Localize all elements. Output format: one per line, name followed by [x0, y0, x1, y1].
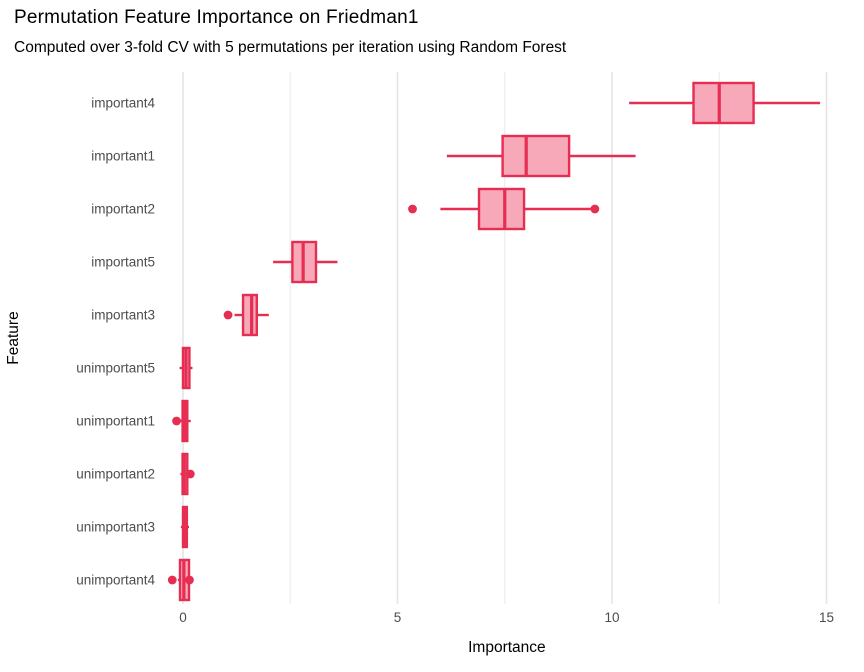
boxplot-unimportant2 [180, 452, 195, 496]
y-category-label: unimportant2 [76, 467, 155, 482]
iqr-box [477, 187, 526, 231]
x-tick-label: 5 [394, 610, 402, 625]
y-category-label: unimportant1 [76, 414, 155, 429]
boxplot-unimportant4 [167, 558, 194, 602]
x-tick-label: 10 [604, 610, 619, 625]
chart-subtitle: Computed over 3-fold CV with 5 permutati… [14, 39, 567, 56]
y-category-label: important3 [91, 308, 155, 323]
y-category-label: important1 [91, 149, 155, 164]
outlier-dot [167, 575, 177, 585]
y-axis-title: Feature [5, 311, 22, 364]
outlier-dot [590, 204, 600, 214]
outlier-dot [408, 204, 417, 214]
outlier-dot [172, 416, 181, 426]
y-category-label: unimportant5 [76, 361, 155, 376]
boxplot-important3 [223, 293, 269, 337]
y-category-label: unimportant4 [76, 573, 155, 588]
x-tick-label: 15 [819, 610, 834, 625]
boxplot-unimportant3 [180, 505, 190, 549]
x-axis-title: Importance [468, 639, 546, 656]
boxplot-important1 [446, 134, 636, 178]
boxplot-unimportant1 [172, 399, 191, 443]
outlier-dot [185, 575, 194, 585]
iqr-box [692, 81, 755, 125]
boxplot-important5 [273, 240, 338, 284]
y-category-label: important4 [91, 96, 155, 111]
chart-title: Permutation Feature Importance on Friedm… [14, 7, 419, 28]
boxplot-important2 [408, 187, 600, 231]
y-category-label: important5 [91, 255, 155, 270]
iqr-box [501, 134, 571, 178]
y-category-label: important2 [91, 202, 155, 217]
iqr-box [241, 293, 258, 337]
outlier-dot [223, 310, 233, 320]
x-tick-label: 0 [179, 610, 187, 625]
boxplot-unimportant5 [179, 346, 193, 390]
boxplot-important4 [629, 81, 821, 125]
outlier-dot [185, 469, 195, 479]
y-category-label: unimportant3 [76, 520, 155, 535]
